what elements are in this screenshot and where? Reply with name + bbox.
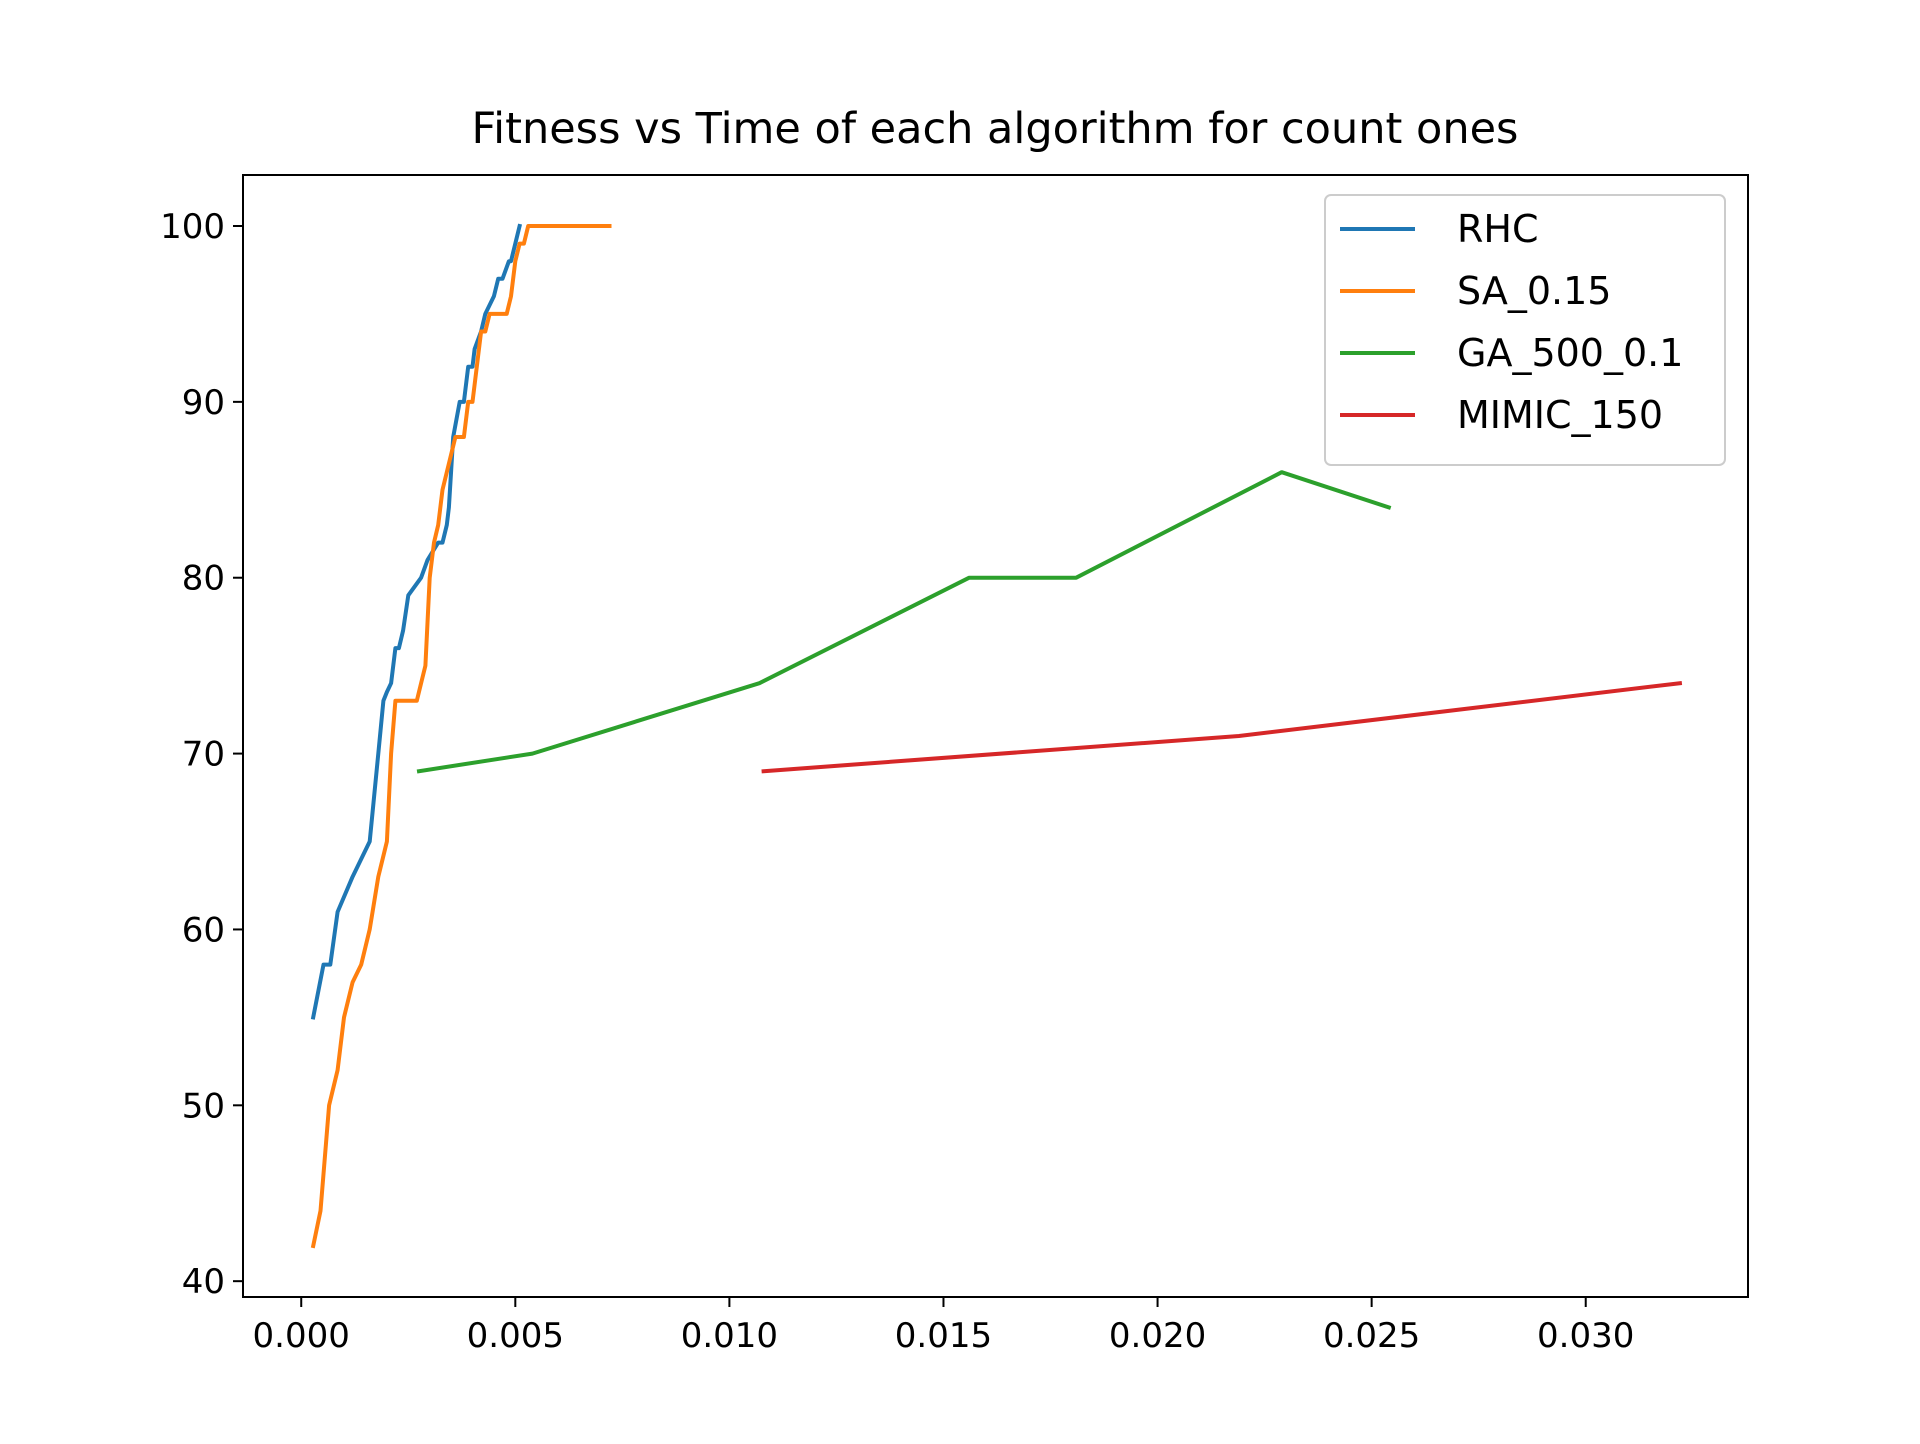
- series-line-ga-500-0-1: [416, 470, 1392, 774]
- legend-label: MIMIC_150: [1457, 393, 1663, 437]
- x-tick-label: 0.000: [253, 1316, 350, 1356]
- axes-frame: [242, 174, 1749, 1298]
- x-axis-ticks: 0.000 0.005 0.010 0.015 0.020 0.025 0.030: [253, 1297, 1634, 1356]
- x-tick-label: 0.030: [1537, 1316, 1634, 1356]
- series-layer: [310, 223, 1683, 1249]
- x-tick-label: 0.010: [681, 1316, 778, 1356]
- x-tick-label: 0.005: [467, 1316, 564, 1356]
- x-tick-label: 0.015: [895, 1316, 992, 1356]
- chart-title: Fitness vs Time of each algorithm for co…: [471, 104, 1519, 154]
- y-axis-ticks: 40 50 60 70 80 90 100: [160, 207, 243, 1302]
- legend-label: SA_0.15: [1457, 269, 1611, 313]
- x-tick-label: 0.020: [1109, 1316, 1206, 1356]
- y-tick-label: 100: [160, 207, 225, 247]
- y-tick-label: 50: [182, 1086, 225, 1126]
- x-tick-label: 0.025: [1323, 1316, 1420, 1356]
- legend-box: [1324, 194, 1726, 466]
- y-tick-label: 70: [182, 735, 225, 775]
- series-line-mimic-150: [761, 680, 1683, 774]
- legend: RHC SA_0.15 GA_500_0.1 MIMIC_150: [1324, 194, 1726, 466]
- y-tick-label: 40: [182, 1262, 225, 1302]
- series-line-rhc: [310, 223, 523, 1020]
- series-line-sa-0-15: [310, 224, 612, 1249]
- y-tick-label: 60: [182, 910, 225, 950]
- y-tick-label: 80: [182, 559, 225, 599]
- legend-label: RHC: [1457, 207, 1539, 251]
- y-tick-label: 90: [182, 383, 225, 423]
- legend-label: GA_500_0.1: [1457, 331, 1683, 375]
